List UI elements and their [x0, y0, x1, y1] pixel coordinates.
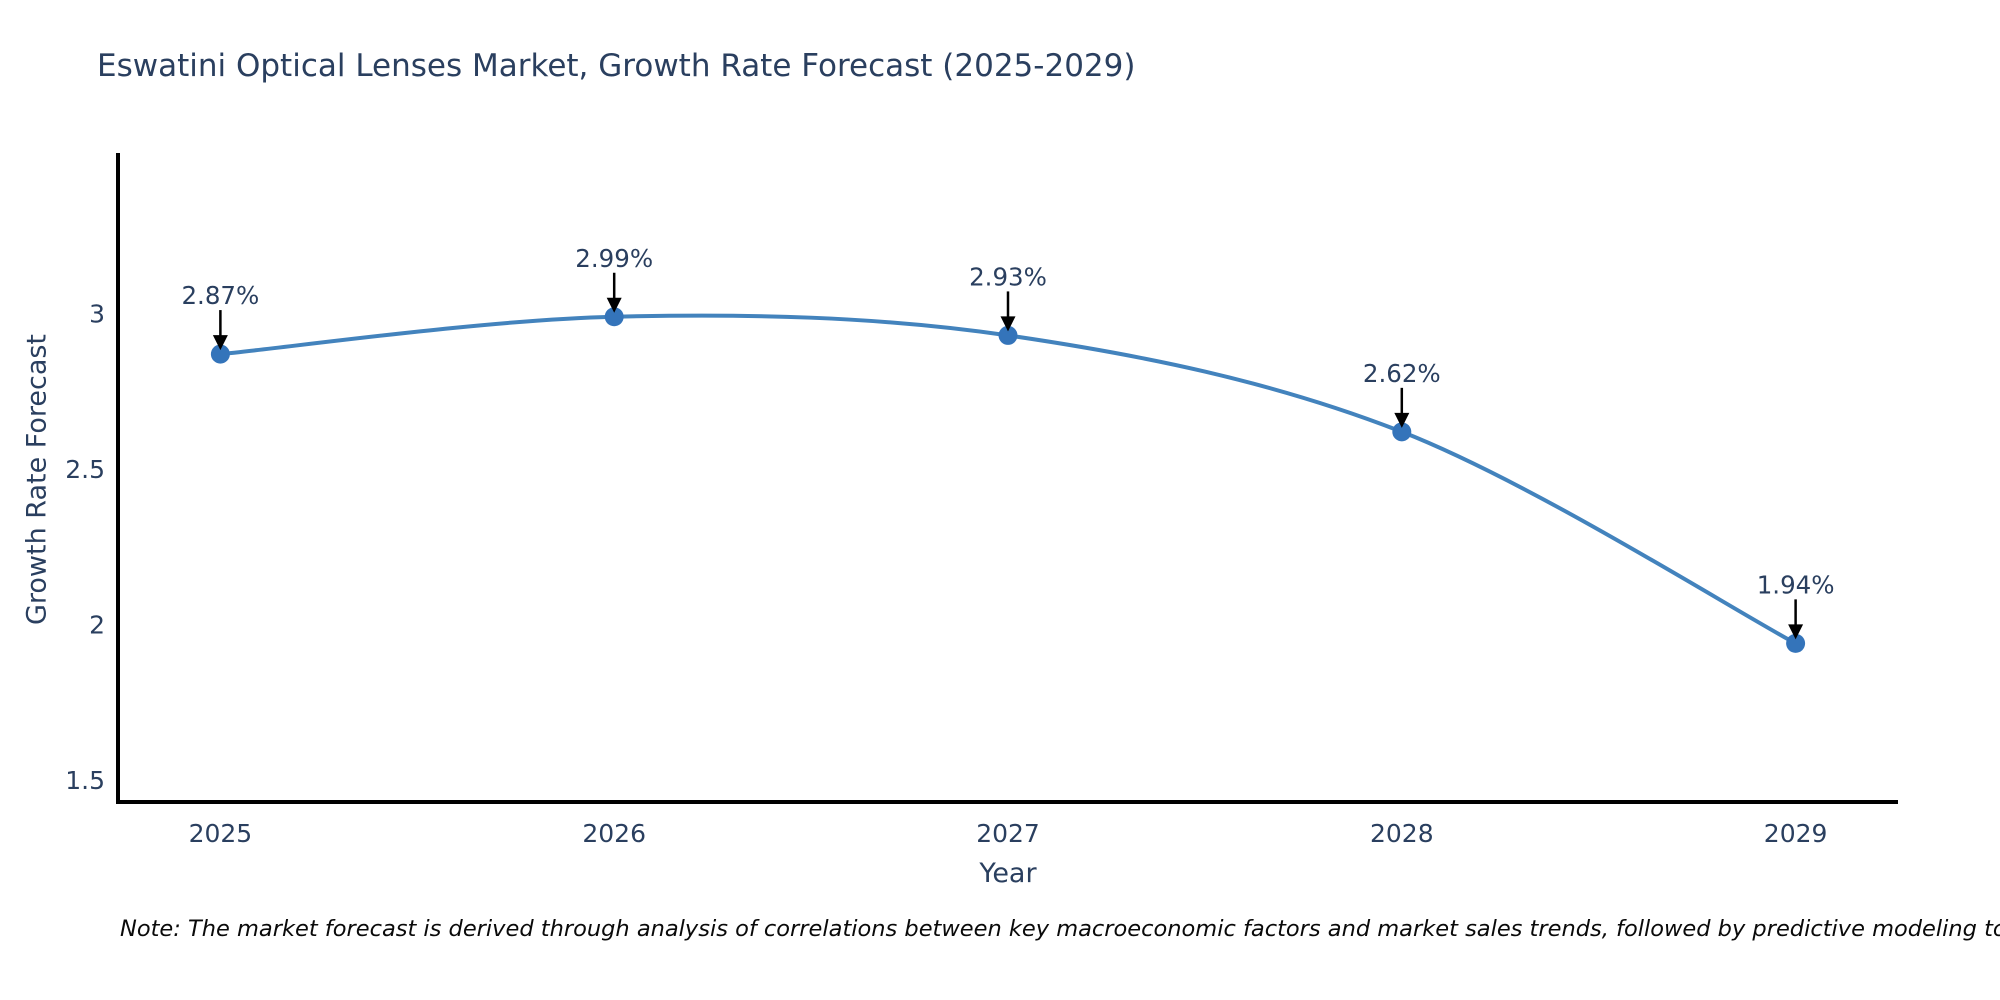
- data-point-marker: [1392, 422, 1412, 442]
- data-point-label: 2.93%: [969, 262, 1047, 291]
- x-tick-label: 2027: [976, 819, 1040, 848]
- x-tick-label: 2026: [582, 819, 646, 848]
- data-point-label: 2.62%: [1363, 359, 1441, 388]
- annotation-arrow-head: [1000, 316, 1016, 332]
- annotation-arrow-head: [1788, 624, 1804, 640]
- data-point-marker: [210, 344, 230, 364]
- y-tick-label: 2: [89, 611, 105, 640]
- x-tick-label: 2029: [1764, 819, 1828, 848]
- y-tick-label: 3: [89, 300, 105, 329]
- data-point-label: 1.94%: [1757, 570, 1835, 599]
- y-axis-title: Growth Rate Forecast: [21, 333, 53, 626]
- y-tick-label: 1.5: [65, 766, 105, 795]
- x-tick-label: 2028: [1370, 819, 1434, 848]
- x-axis-title: Year: [979, 858, 1037, 889]
- annotation-arrow-head: [1394, 412, 1410, 428]
- data-point-marker: [998, 325, 1018, 345]
- x-tick-label: 2025: [189, 819, 253, 848]
- annotation-arrow-head: [606, 297, 622, 313]
- footnote: Note: The market forecast is derived thr…: [120, 916, 2000, 942]
- data-point-marker: [604, 307, 624, 327]
- forecast-line: [220, 313, 1797, 646]
- annotation-arrow-head: [212, 335, 228, 351]
- data-point-label: 2.99%: [575, 244, 653, 273]
- data-point-marker: [1786, 633, 1806, 653]
- data-point-label: 2.87%: [181, 281, 259, 310]
- y-tick-label: 2.5: [65, 455, 105, 484]
- chart-title: Eswatini Optical Lenses Market, Growth R…: [97, 48, 1136, 84]
